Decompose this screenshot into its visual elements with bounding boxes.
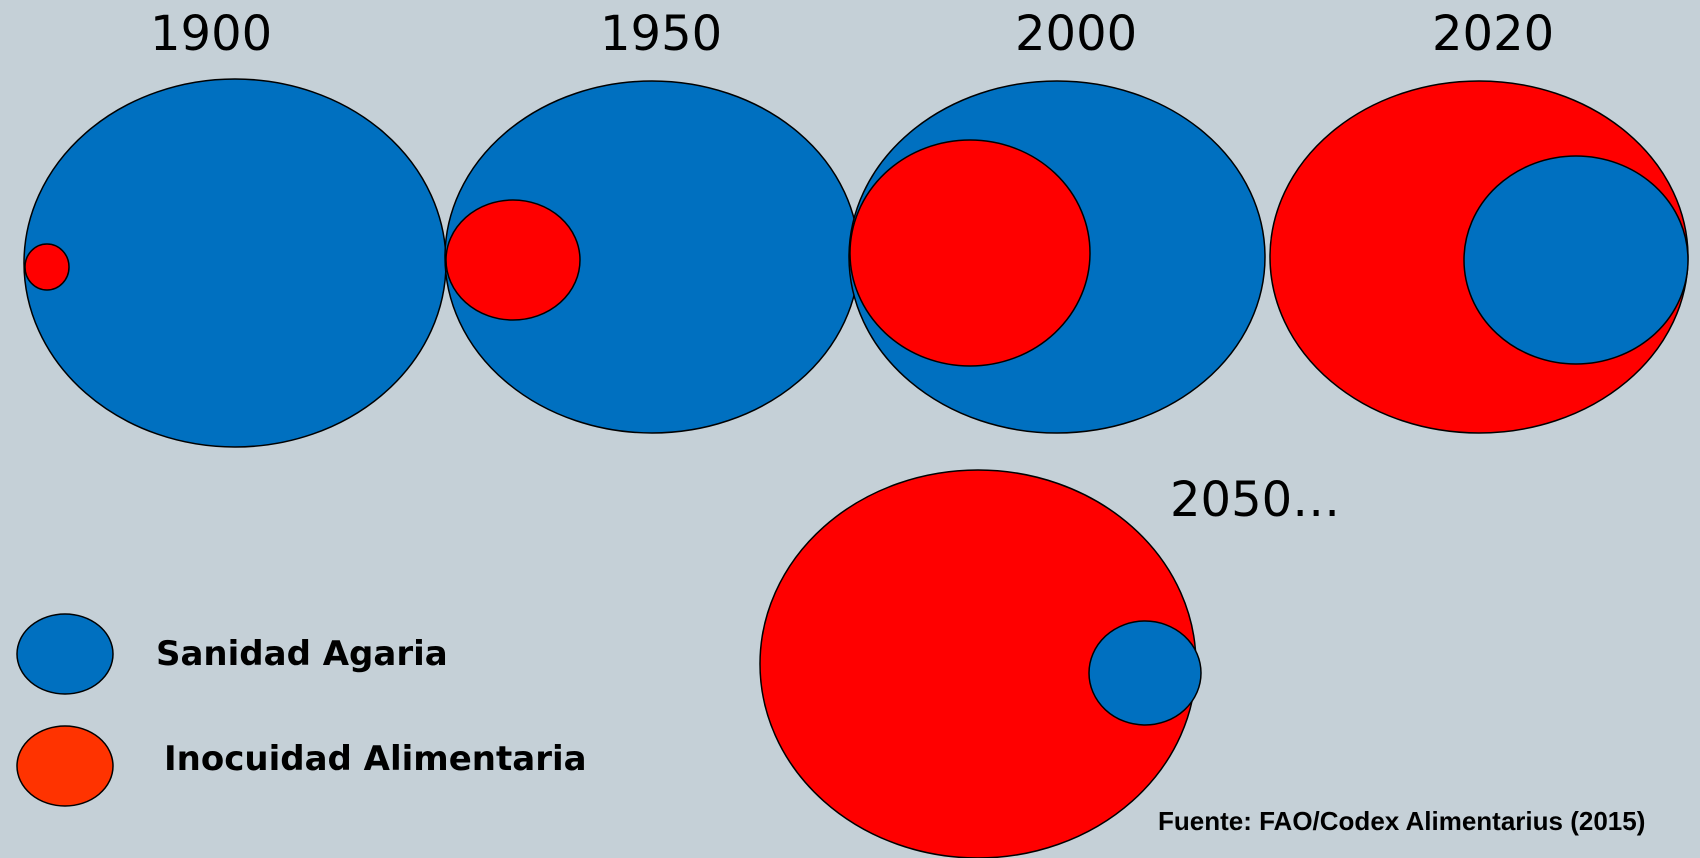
legend-label-sanidad-agaria: Sanidad Agaria <box>156 634 448 674</box>
year-label-2000: 2000 <box>1015 6 1138 62</box>
source-citation: Fuente: FAO/Codex Alimentarius (2015) <box>1158 806 1646 836</box>
year-label-1950: 1950 <box>600 6 723 62</box>
panel-2020 <box>1269 80 1689 434</box>
panel-1900 <box>23 78 447 448</box>
inocuidad-alimentaria-ellipse-1950 <box>445 199 581 321</box>
sanidad-agaria-ellipse-1900 <box>23 78 447 448</box>
inocuidad-alimentaria-ellipse-1900 <box>24 243 70 291</box>
year-label-1900: 1900 <box>150 6 273 62</box>
legend-swatch-sanidad-agaria <box>16 613 114 695</box>
panel-2050 <box>759 469 1202 858</box>
legend-swatch-inocuidad-alimentaria <box>16 725 114 807</box>
year-label-2050: 2050… <box>1170 472 1341 528</box>
year-label-2020: 2020 <box>1432 6 1555 62</box>
sanidad-agaria-ellipse-2020 <box>1463 155 1689 365</box>
panel-1950 <box>444 80 860 434</box>
legend-label-inocuidad-alimentaria: Inocuidad Alimentaria <box>164 739 587 779</box>
inocuidad-alimentaria-ellipse-2000 <box>849 139 1091 367</box>
sanidad-agaria-ellipse-2050 <box>1088 620 1202 726</box>
panel-2000 <box>848 80 1266 434</box>
